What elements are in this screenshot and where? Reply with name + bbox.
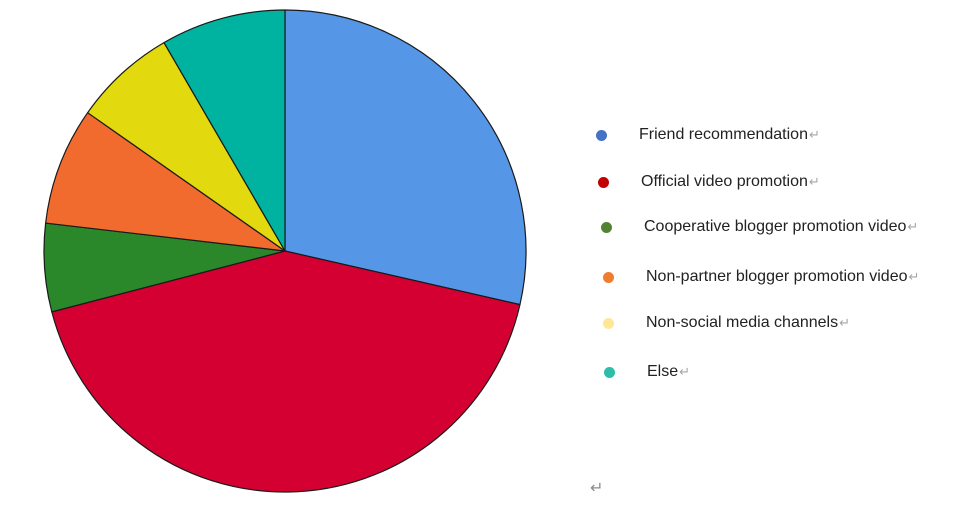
legend-dot-icon (596, 129, 607, 141)
legend-item: Official video promotion ↵ (598, 171, 820, 193)
legend-label: Cooperative blogger promotion video (644, 218, 907, 235)
pie-slice-non-partner-blogger-promotion-video (45, 112, 286, 252)
paragraph-mark: ↵ (679, 364, 691, 379)
paragraph-mark: ↵ (907, 219, 919, 234)
pie-slice-non-social-media-channels (87, 42, 286, 252)
legend-item: Non-social media channels ↵ (603, 312, 850, 334)
pie-chart (43, 9, 527, 493)
legend-label: Else (647, 363, 679, 380)
legend-item: Non-partner blogger promotion video ↵ (603, 266, 919, 288)
paragraph-mark: ↵ (839, 315, 851, 330)
legend-dot-icon (598, 176, 609, 188)
paragraph-mark: ↵ (808, 174, 820, 189)
paragraph-mark: ↵ (808, 127, 820, 142)
legend-item: Else ↵ (604, 361, 690, 383)
paragraph-mark: ↵ (908, 269, 920, 284)
legend-label: Official video promotion (641, 173, 808, 190)
legend-dot-icon (603, 317, 614, 329)
legend-dot-icon (603, 271, 614, 283)
legend-item: Friend recommendation ↵ (596, 124, 820, 146)
legend-label: Non-partner blogger promotion video (646, 268, 908, 285)
legend-label: Non-social media channels (646, 314, 839, 331)
legend-label: Friend recommendation (639, 126, 808, 143)
paragraph-mark: ↵ (590, 480, 604, 497)
legend-dot-icon (601, 221, 612, 233)
pie-slice-official-video-promotion (51, 250, 521, 493)
legend-dot-icon (604, 366, 615, 378)
pie-slice-friend-recommendation (284, 9, 527, 306)
legend-item: Cooperative blogger promotion video ↵ (601, 216, 918, 238)
pie-slice-else (163, 9, 286, 252)
